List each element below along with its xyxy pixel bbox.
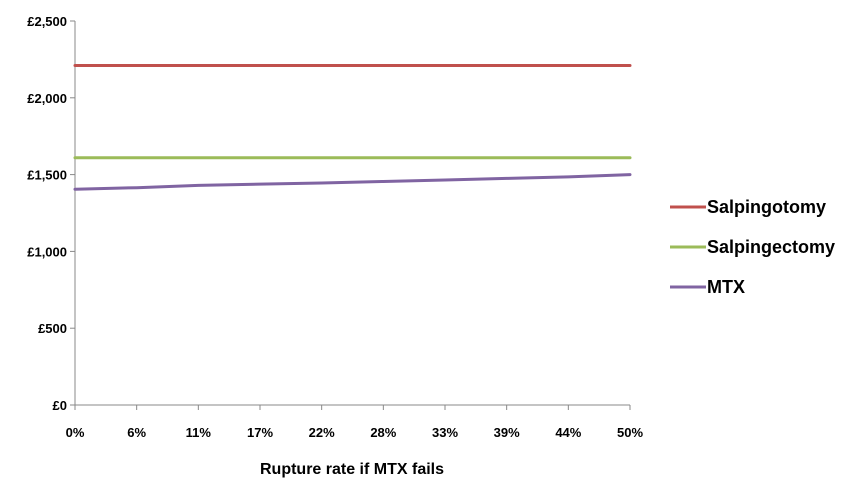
legend: Salpingotomy Salpingectomy MTX: [670, 197, 835, 297]
x-tick-label: 50%: [617, 425, 643, 440]
x-tick-label: 39%: [494, 425, 520, 440]
y-tick-label: £1,000: [27, 244, 67, 259]
legend-label-mtx: MTX: [707, 277, 745, 297]
series-line-mtx: [73, 173, 632, 191]
x-tick-label: 17%: [247, 425, 273, 440]
y-axis: £0 £500 £1,000 £1,500 £2,000 £2,500: [27, 14, 76, 413]
y-tick-label: £1,500: [27, 168, 67, 183]
x-tick-label: 0%: [66, 425, 85, 440]
x-axis: 0% 6% 11% 17% 22% 28% 33% 39% 44% 50%: [66, 404, 643, 440]
legend-label-salpingectomy: Salpingectomy: [707, 237, 835, 257]
y-tick-label: £2,000: [27, 91, 67, 106]
x-tick-label: 28%: [370, 425, 396, 440]
legend-label-salpingotomy: Salpingotomy: [707, 197, 826, 217]
x-tick-label: 11%: [186, 425, 212, 440]
x-axis-title: Rupture rate if MTX fails: [260, 461, 444, 478]
y-tick-label: £2,500: [27, 14, 67, 29]
y-tick-label: £500: [38, 321, 67, 336]
x-tick-label: 44%: [555, 425, 581, 440]
x-tick-label: 6%: [127, 425, 146, 440]
plot-area: [73, 64, 632, 191]
x-tick-label: 22%: [309, 425, 335, 440]
y-tick-label: £0: [53, 398, 67, 413]
x-tick-label: 33%: [432, 425, 458, 440]
